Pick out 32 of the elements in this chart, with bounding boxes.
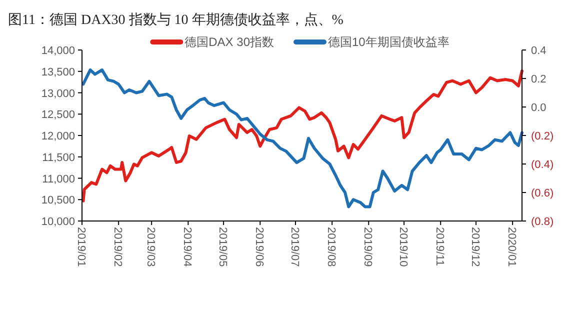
- y2-tick-label: (0.8): [531, 216, 554, 228]
- y2-tick-label: (0.6): [531, 188, 554, 200]
- y-tick-label: 11,000: [42, 173, 75, 186]
- x-tick-label: 2019/07: [288, 227, 301, 267]
- y-tick-label: 13,000: [41, 88, 75, 100]
- y2-tick-label: 0.4: [531, 45, 546, 57]
- y2-tick-label: 0.2: [531, 74, 546, 86]
- y-tick-label: 14,000: [41, 45, 75, 57]
- x-tick-label: 2019/06: [253, 227, 266, 267]
- y-tick-label: 10,000: [41, 216, 75, 228]
- chart-title: 图11：德国 DAX30 指数与 10 年期德债收益率，点、%: [8, 12, 344, 28]
- x-tick-label: 2019/11: [434, 227, 446, 266]
- x-tick-label: 2019/03: [144, 227, 157, 267]
- y-tick-label: 10,500: [41, 194, 75, 207]
- x-tick-label: 2019/04: [181, 227, 194, 267]
- x-tick-label: 2019/05: [216, 227, 229, 267]
- y2-tick-label: 0.0: [531, 102, 546, 114]
- legend-label: 德国DAX 30指数: [184, 35, 274, 49]
- y-tick-label: 12,000: [41, 130, 75, 142]
- y2-tick-label: (0.4): [531, 159, 554, 171]
- x-tick-label: 2019/02: [112, 227, 124, 267]
- y2-tick-label: (0.2): [531, 130, 554, 142]
- x-tick-label: 2019/09: [362, 227, 374, 267]
- y-tick-label: 13,500: [41, 66, 75, 78]
- x-tick-label: 2019/10: [397, 227, 410, 267]
- y-tick-label: 12,500: [41, 109, 75, 122]
- legend-label: 德国10年期国债收益率: [328, 35, 450, 49]
- x-tick-label: 2020/01: [506, 227, 518, 267]
- y-tick-label: 11,500: [42, 152, 75, 164]
- x-tick-label: 2019/01: [75, 227, 87, 267]
- x-tick-label: 2019/12: [468, 227, 481, 267]
- x-tick-label: 2019/08: [325, 227, 338, 267]
